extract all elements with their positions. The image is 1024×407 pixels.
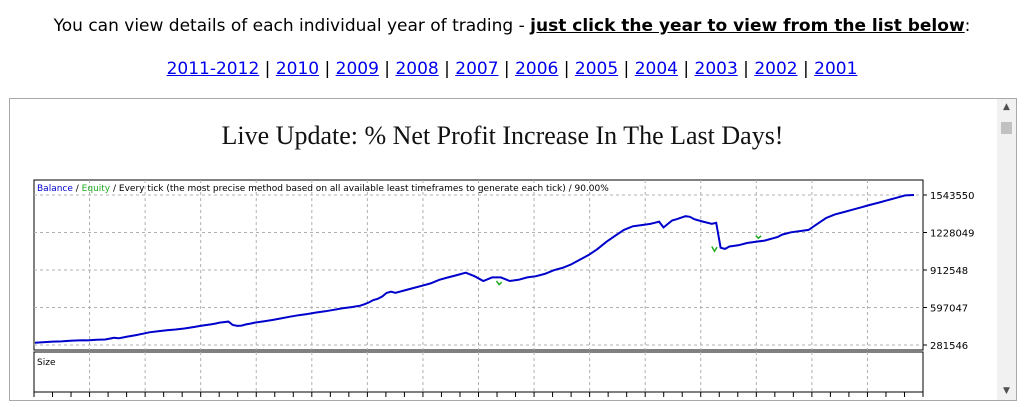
y-tick-label: 597047	[930, 304, 968, 315]
intro-lead: You can view details of each individual …	[53, 16, 531, 36]
equity-series-line	[495, 280, 503, 286]
scroll-down-icon[interactable]: ▼	[1003, 386, 1010, 396]
legend-description: / Every tick (the most precise method ba…	[110, 184, 609, 194]
year-link-2002[interactable]: 2002	[754, 59, 798, 79]
year-link-2011-2012[interactable]: 2011-2012	[166, 59, 260, 79]
year-separator: |	[558, 59, 575, 79]
year-separator: |	[438, 59, 456, 79]
balance-series-line	[34, 194, 915, 344]
year-link-2009[interactable]: 2009	[335, 59, 379, 79]
year-link-2010[interactable]: 2010	[275, 59, 320, 79]
year-links: 2011-2012 | 2010 | 2009 | 2008 | 2007 | …	[0, 59, 1024, 79]
year-separator: |	[677, 59, 695, 79]
year-link-2001[interactable]: 2001	[814, 59, 858, 79]
year-link-2004[interactable]: 2004	[634, 59, 678, 79]
y-tick-label: 281546	[930, 341, 968, 352]
subwindow-label: Size	[37, 358, 56, 368]
legend-separator: /	[73, 184, 82, 194]
y-tick-label: 912548	[930, 266, 968, 277]
year-separator: |	[259, 59, 276, 79]
year-link-2005[interactable]: 2005	[574, 59, 619, 79]
year-link-2008[interactable]: 2008	[395, 59, 439, 79]
equity-series-line	[755, 235, 762, 240]
scroll-thumb[interactable]	[1001, 122, 1012, 134]
frame-scrollbar[interactable]: ▲ ▼	[997, 99, 1016, 400]
year-separator: |	[618, 59, 635, 79]
live-update-title: Live Update: % Net Profit Increase In Th…	[221, 121, 784, 150]
intro-suffix: :	[964, 16, 971, 36]
year-separator: |	[737, 59, 755, 79]
legend-balance: Balance	[37, 184, 73, 194]
year-separator: |	[378, 59, 396, 79]
y-tick-label: 1543550	[930, 191, 975, 202]
year-separator: |	[498, 59, 516, 79]
year-separator: |	[319, 59, 336, 79]
embedded-frame: Live Update: % Net Profit Increase In Th…	[9, 98, 1017, 401]
year-link-2003[interactable]: 2003	[694, 59, 738, 79]
scroll-up-icon[interactable]: ▲	[1003, 102, 1010, 112]
chart-legend: Balance / Equity / Every tick (the most …	[37, 184, 609, 194]
equity-chart: 1543550 1228049 912548 597047 281546 Balance …	[33, 179, 975, 397]
intro-emphasis: just click the year to view from the lis…	[530, 16, 965, 36]
legend-equity: Equity	[82, 184, 111, 194]
year-link-2007[interactable]: 2007	[455, 59, 499, 79]
y-tick-label: 1228049	[930, 229, 975, 240]
equity-series-line	[711, 246, 718, 253]
intro-text: You can view details of each individual …	[0, 16, 1024, 36]
year-link-2006[interactable]: 2006	[515, 59, 559, 79]
year-separator: |	[797, 59, 815, 79]
